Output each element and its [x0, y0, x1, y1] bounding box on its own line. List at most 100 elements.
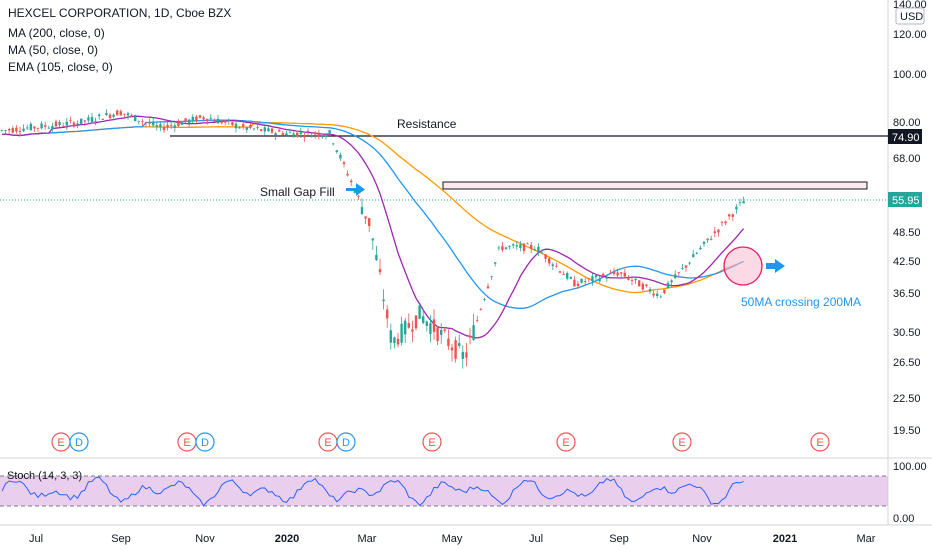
candle-body: [591, 276, 594, 282]
candle-body: [666, 282, 670, 289]
candle-body: [119, 111, 122, 116]
candle-body: [303, 136, 306, 138]
candle-body: [566, 273, 569, 279]
candle-body: [620, 272, 623, 274]
candle-body: [386, 309, 389, 319]
dividend-marker[interactable]: [336, 432, 356, 452]
candle-body: [710, 238, 713, 240]
candle-body: [544, 254, 547, 259]
indicator-ema105-label[interactable]: EMA (105, close, 0): [8, 60, 113, 74]
stoch-label[interactable]: Stoch (14, 3, 3): [7, 470, 82, 482]
candle-body: [227, 120, 230, 121]
earnings-marker-label: E: [816, 437, 823, 449]
candle-body: [724, 221, 727, 224]
price-tick-26-50: 26.50: [893, 357, 921, 369]
candle-body: [296, 132, 299, 137]
candle-body: [69, 120, 72, 121]
time-tick-mar: Mar: [358, 533, 377, 545]
candle-body: [411, 329, 414, 332]
candle-body: [267, 128, 270, 132]
candle-body: [602, 273, 605, 277]
candle-body: [674, 274, 677, 279]
candle-body: [576, 283, 580, 287]
candle-body: [130, 114, 133, 116]
candle-body: [429, 323, 432, 334]
candle-body: [11, 128, 14, 133]
candle-body: [479, 309, 482, 310]
candle-body: [562, 273, 565, 275]
price-tick-30-50: 30.50: [893, 327, 921, 339]
time-tick-sep-2: Sep: [609, 533, 629, 545]
candle-body: [105, 112, 108, 116]
dividend-marker-label: D: [75, 437, 83, 449]
currency-button[interactable]: [895, 7, 925, 25]
candle-body: [310, 134, 313, 138]
candle-body: [432, 319, 436, 332]
candle-body: [65, 121, 68, 126]
candle-body: [278, 130, 281, 132]
candle-body: [29, 123, 32, 131]
candle-body: [4, 130, 7, 131]
earnings-marker[interactable]: [556, 432, 576, 452]
candle-body: [346, 173, 349, 176]
stoch-line: [1, 476, 744, 507]
candle-body: [659, 296, 662, 298]
candle-body: [670, 280, 673, 283]
candle-body: [62, 125, 65, 127]
ma-50-line: [2, 115, 745, 339]
earnings-marker[interactable]: [672, 432, 692, 452]
currency-label: USD: [900, 11, 923, 23]
candle-body: [699, 247, 702, 250]
dividend-marker[interactable]: [195, 432, 215, 452]
crossover-circle[interactable]: [723, 246, 763, 286]
candle-body: [224, 120, 227, 123]
candle-body: [573, 279, 576, 287]
candle-body: [519, 244, 522, 248]
candle-body: [231, 122, 234, 126]
candle-body: [422, 316, 425, 323]
candle-body: [285, 133, 288, 136]
earnings-marker-label: E: [57, 437, 64, 449]
candle-body: [263, 127, 266, 132]
candle-body: [486, 286, 490, 289]
candle-body: [44, 125, 47, 127]
candle-body: [170, 125, 173, 126]
dividend-marker-label: D: [201, 437, 209, 449]
candle-body: [537, 246, 540, 253]
candle-body: [321, 135, 324, 138]
dividend-marker[interactable]: [69, 432, 89, 452]
candle-body: [198, 115, 202, 118]
gap-rectangle[interactable]: [442, 181, 868, 190]
candle-body: [717, 229, 720, 233]
candle-body: [0, 130, 4, 131]
candle-body: [526, 243, 529, 245]
candle-body: [188, 119, 191, 124]
indicator-ma200-label[interactable]: MA (200, close, 0): [8, 26, 105, 40]
symbol-title[interactable]: HEXCEL CORPORATION, 1D, Cboe BZX: [8, 6, 232, 20]
candle-body: [594, 275, 598, 278]
candle-body: [627, 277, 630, 280]
indicator-ma50-label[interactable]: MA (50, close, 0): [8, 43, 99, 57]
candle-body: [461, 351, 464, 359]
candle-body: [152, 121, 155, 126]
candle-body: [72, 122, 76, 127]
candle-body: [83, 120, 86, 122]
candle-body: [141, 121, 144, 123]
candle-body: [648, 289, 652, 292]
candle-body: [641, 283, 644, 290]
earnings-marker[interactable]: [422, 432, 442, 452]
candle-body: [494, 262, 497, 264]
candle-body: [468, 335, 472, 338]
candle-body: [375, 254, 378, 261]
candle-body: [288, 132, 292, 134]
candle-body: [396, 338, 400, 345]
time-tick-may: May: [442, 533, 463, 545]
candle-body: [587, 278, 590, 279]
candle-body: [652, 293, 655, 296]
candle-body: [677, 272, 680, 274]
candle-body: [447, 338, 450, 346]
candle-body: [112, 114, 115, 117]
earnings-marker[interactable]: [810, 432, 830, 452]
resistance-price-label: 74.90: [892, 132, 920, 144]
candle-body: [515, 245, 518, 247]
